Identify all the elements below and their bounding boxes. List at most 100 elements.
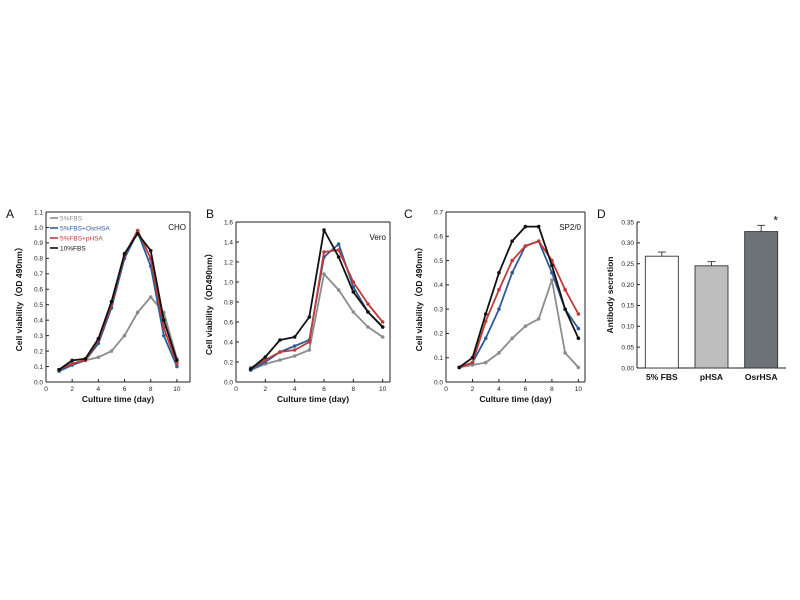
y-tick-label: 0.2: [34, 348, 43, 355]
data-point: [175, 358, 179, 363]
y-tick-label: 0.1: [434, 355, 443, 362]
bar: [644, 255, 679, 369]
data-point: [109, 349, 114, 353]
data-point: [248, 367, 253, 371]
data-point: [263, 358, 268, 362]
y-tick-label: 0.6: [434, 234, 443, 241]
bar: [694, 265, 729, 369]
y-tick-label: 0.10: [621, 324, 634, 331]
series-line: [250, 229, 384, 370]
data-point: [351, 280, 356, 284]
data-point: [497, 307, 501, 311]
y-tick-label: 1.0: [224, 279, 233, 286]
data-point: [563, 307, 567, 311]
data-point: [109, 299, 114, 304]
data-point: [523, 244, 528, 248]
data-point: [510, 270, 514, 275]
data-point: [162, 333, 166, 338]
y-tick-label: 0.15: [621, 303, 634, 310]
y-tick-label: 1.4: [224, 239, 233, 246]
data-point: [576, 336, 581, 341]
series-10-fbs: [57, 231, 179, 372]
y-tick-label: 0.35: [621, 219, 634, 226]
y-axis-title: Cell viability（OD 490nm）: [14, 243, 24, 352]
data-point: [483, 312, 488, 316]
y-tick-label: 0.3: [434, 306, 443, 313]
series-line: [58, 232, 178, 371]
x-axis-title: Culture time (day): [82, 394, 154, 404]
data-point: [278, 338, 282, 342]
x-axis-title: Culture time (day): [277, 394, 349, 404]
data-point: [550, 278, 554, 282]
data-point: [483, 319, 488, 324]
y-tick-label: 1.2: [224, 259, 233, 266]
data-point: [380, 335, 385, 339]
panel-letter: A: [6, 207, 14, 221]
data-point: [510, 239, 514, 243]
data-point: [135, 231, 140, 236]
data-point: [162, 318, 166, 322]
data-point: [536, 239, 541, 243]
panel-a: A 0.0 0.1 0.2 0.3 0.4 0.5 0.6 0.7 0.8 0.9 1.0 1.1 Cel…: [6, 207, 191, 404]
y-tick-label: 0.0: [434, 379, 443, 386]
data-point: [457, 365, 462, 370]
data-point: [497, 351, 501, 355]
x-tick-label: 10: [575, 386, 583, 393]
data-point: [96, 336, 101, 341]
data-point: [550, 270, 554, 275]
y-tick-label: 0.7: [34, 271, 43, 278]
data-point: [70, 358, 74, 363]
y-tick-label: 0.0: [34, 379, 43, 386]
y-tick-label: 0.7: [434, 209, 443, 216]
y-tick-label: 0.30: [621, 240, 634, 247]
x-tick-label: 6: [524, 386, 528, 393]
y-tick-label: 0.0: [224, 379, 233, 386]
data-point: [292, 348, 297, 352]
data-point: [292, 335, 297, 339]
y-tick-label: 0.9: [34, 240, 43, 247]
panel-letter: D: [597, 207, 606, 221]
series-line: [458, 240, 580, 369]
data-point: [322, 250, 326, 254]
data-point: [278, 358, 282, 362]
data-point: [536, 317, 541, 321]
x-tick-label: 8: [550, 386, 554, 393]
series-line: [250, 273, 384, 371]
y-axis-title: Antibody secretion: [605, 257, 615, 334]
y-tick-label: 1.1: [34, 209, 43, 216]
data-point: [523, 224, 528, 229]
data-point: [366, 302, 370, 306]
y-tick-label: 0.1: [34, 364, 43, 371]
data-point: [263, 355, 268, 359]
x-tick-label: 6: [322, 386, 326, 393]
y-tick-label: 1.0: [34, 225, 43, 232]
significance-mark: *: [773, 213, 778, 227]
data-point: [307, 315, 312, 319]
series-line: [458, 240, 580, 369]
category-label: 5% FBS: [646, 372, 678, 382]
y-tick-label: 0.5: [434, 258, 443, 265]
data-point: [135, 310, 140, 315]
data-point: [322, 272, 326, 276]
data-point: [336, 248, 341, 252]
data-point: [563, 351, 567, 355]
y-tick-label: 0.4: [434, 282, 443, 289]
legend-label: 5%FBS+OsrHSA: [60, 225, 110, 232]
data-point: [380, 320, 385, 324]
y-tick-label: 0.8: [34, 256, 43, 263]
data-point: [576, 326, 581, 331]
y-tick-label: 0.2: [434, 331, 443, 338]
y-tick-label: 0.05: [621, 344, 634, 351]
panel-d: D 0.00 0.05 0.10 0.15 0.20 0.25 0.30 0.35 Antibod…: [597, 207, 786, 382]
data-point: [148, 248, 153, 253]
y-tick-label: 0.00: [621, 365, 634, 372]
data-point: [83, 357, 88, 361]
x-tick-label: 10: [173, 386, 181, 393]
series-line: [250, 249, 384, 369]
data-point: [510, 336, 514, 341]
x-tick-label: 10: [379, 386, 387, 393]
x-tick-label: 0: [234, 386, 238, 393]
x-tick-label: 4: [293, 386, 297, 393]
panel-c: C 0.0 0.1 0.2 0.3 0.4 0.5 0.6 0.7 Cell viability（…: [404, 207, 586, 404]
